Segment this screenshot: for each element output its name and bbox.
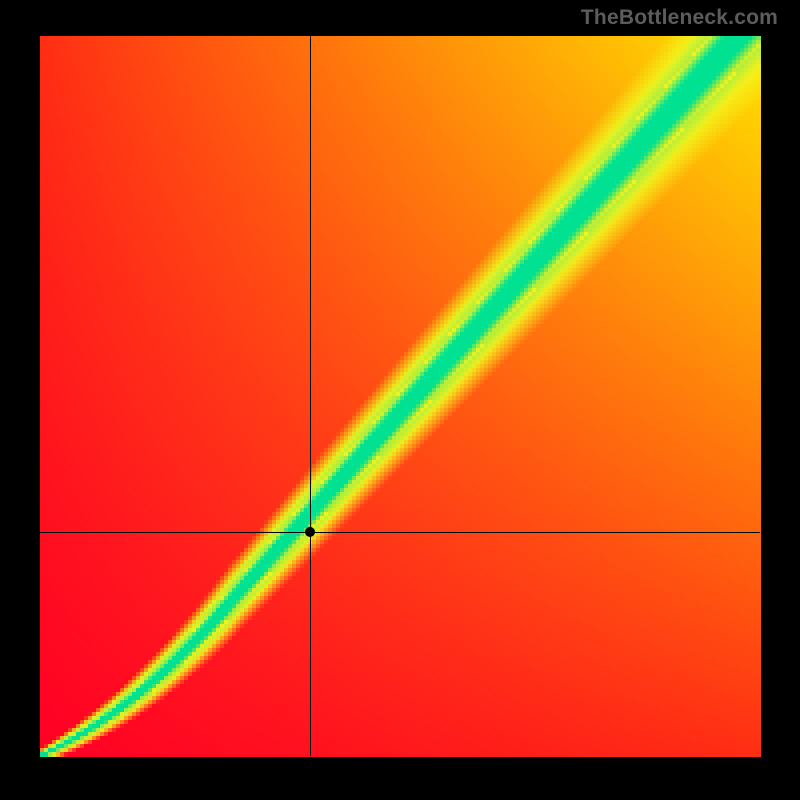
bottleneck-heatmap bbox=[0, 0, 800, 800]
site-watermark: TheBottleneck.com bbox=[581, 6, 778, 30]
chart-container: TheBottleneck.com bbox=[0, 0, 800, 800]
